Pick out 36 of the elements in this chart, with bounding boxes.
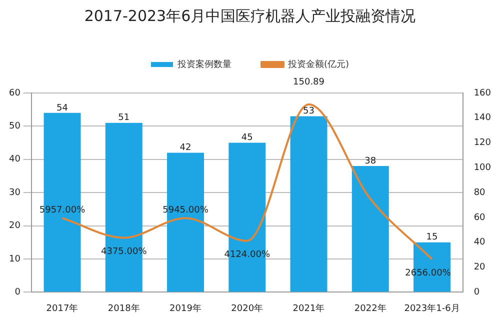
y-tick-label: 0 — [14, 288, 21, 298]
x-tick-label: 2022年 — [354, 302, 386, 314]
data-label: 54 — [56, 103, 68, 114]
data-label: 42 — [180, 143, 192, 154]
legend-label: 投资案例数量 — [176, 58, 232, 70]
y-tick-label: 40 — [9, 154, 21, 165]
y2-tick-label: 60 — [474, 212, 486, 223]
y-tick-label: 10 — [9, 254, 21, 264]
data-label: 15 — [426, 232, 438, 243]
y2-tick-label: 140 — [474, 113, 492, 124]
bar — [290, 116, 328, 292]
data-label: 51 — [118, 113, 130, 124]
y2-tick-label: 0 — [474, 288, 480, 298]
x-tick-label: 2018年 — [108, 302, 140, 314]
y2-tick-label: 100 — [474, 163, 492, 174]
data-label: 45 — [241, 133, 253, 144]
x-tick-label: 2017年 — [46, 302, 78, 314]
bar — [352, 166, 389, 292]
data-label: 53 — [303, 106, 314, 117]
y-tick-label: 30 — [9, 188, 21, 198]
y2-tick-label: 80 — [474, 188, 486, 198]
x-tick-label: 2020年 — [231, 302, 264, 314]
y-tick-label: 60 — [9, 88, 21, 98]
y2-tick-label: 160 — [474, 88, 492, 98]
x-tick-label: 2023年1-6月 — [404, 302, 460, 314]
y2-tick-label: 120 — [474, 138, 492, 148]
y-tick-label: 50 — [9, 122, 21, 132]
x-tick-label: 2021年 — [292, 302, 325, 314]
chart-title: 2017-2023年6月中国医疗机器人产业投融资情况 — [84, 6, 416, 25]
legend-label: 投资金额(亿元) — [286, 58, 350, 70]
data-label: 38 — [364, 156, 376, 166]
y2-tick-label: 20 — [474, 262, 486, 273]
data-label: 150.89 — [293, 78, 325, 88]
x-tick-label: 2019年 — [170, 302, 202, 314]
y2-tick-label: 40 — [474, 238, 486, 248]
y-tick-label: 20 — [9, 221, 21, 232]
